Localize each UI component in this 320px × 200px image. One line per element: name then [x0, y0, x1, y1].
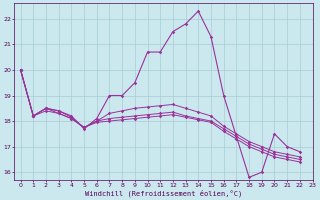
X-axis label: Windchill (Refroidissement éolien,°C): Windchill (Refroidissement éolien,°C)	[85, 189, 242, 197]
